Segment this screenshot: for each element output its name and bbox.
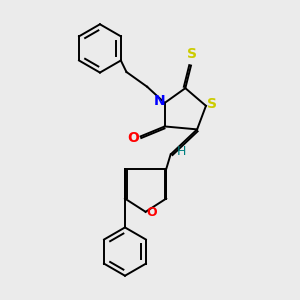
- Text: O: O: [127, 131, 139, 145]
- Text: S: S: [207, 98, 218, 111]
- Text: O: O: [147, 206, 158, 219]
- Text: S: S: [187, 47, 197, 61]
- Text: N: N: [154, 94, 165, 108]
- Text: H: H: [177, 145, 187, 158]
